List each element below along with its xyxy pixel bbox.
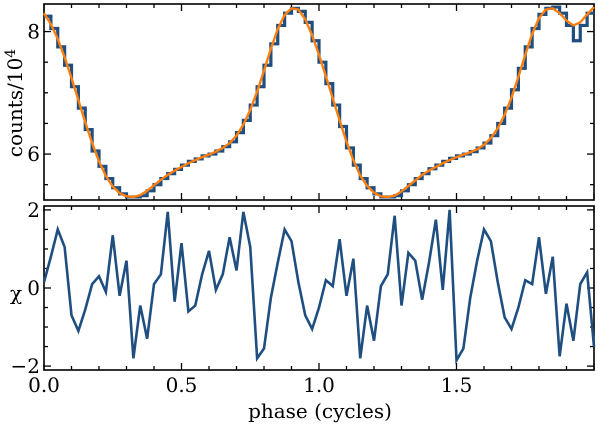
bottom-panel-series [42, 209, 596, 365]
top-panel-tick-labels: 68 [27, 20, 40, 167]
x-axis-label: phase (cycles) [248, 399, 392, 423]
y-tick-label: 0 [27, 276, 40, 300]
y-tick-label: 2 [27, 198, 40, 222]
x-tick-label: 1.5 [441, 373, 473, 397]
top-panel: 68 counts/104 [3, 3, 595, 201]
top-panel-series [42, 5, 595, 199]
x-tick-label: 1.0 [303, 373, 335, 397]
bottom-panel-ticks [43, 206, 595, 370]
bottom-panel: −2 0 2 0.0 0.5 1.0 1.5 χ phase (cycles) [10, 198, 596, 423]
y-tick-label: 8 [27, 20, 40, 44]
bottom-y-axis-label: χ [10, 281, 22, 305]
x-tick-label: 0.0 [28, 373, 60, 397]
counts-step-series [44, 5, 594, 199]
top-panel-ticks [43, 4, 595, 200]
model-curve-series [42, 6, 595, 199]
x-tick-label: 0.5 [166, 373, 198, 397]
y-tick-label: 6 [27, 142, 40, 166]
y-tick-label: −2 [11, 354, 40, 378]
top-y-axis-label: counts/104 [3, 49, 27, 158]
residual-series [42, 209, 596, 365]
bottom-panel-tick-labels: −2 0 2 0.0 0.5 1.0 1.5 [11, 198, 473, 397]
bottom-panel-frame [43, 205, 595, 371]
